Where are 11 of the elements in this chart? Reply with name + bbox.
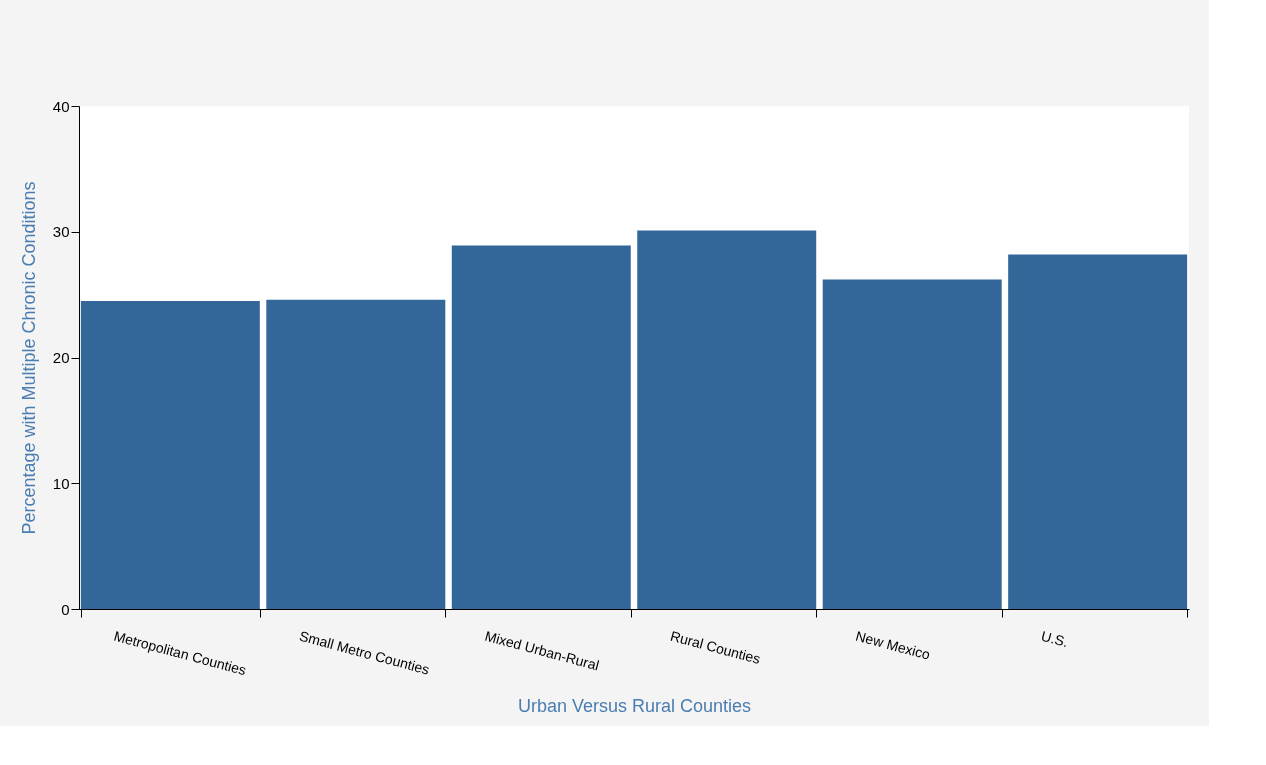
y-tick-label: 20 <box>52 349 70 366</box>
y-tick-label: 0 <box>61 600 70 618</box>
x-tick-label: Small Metro Counties <box>297 627 432 678</box>
x-tick-label: New Mexico <box>854 627 933 663</box>
y-tick-label: 10 <box>52 474 70 492</box>
y-tick-label: 30 <box>52 223 70 241</box>
x-axis-title: Urban Versus Rural Counties <box>517 696 752 717</box>
y-tick-label: 40 <box>52 97 70 115</box>
x-tick-label: Rural Counties <box>668 627 763 667</box>
y-axis-title: Percentage with Multiple Chronic Conditions <box>18 181 39 535</box>
x-tick-label: U.S. <box>1039 627 1070 651</box>
